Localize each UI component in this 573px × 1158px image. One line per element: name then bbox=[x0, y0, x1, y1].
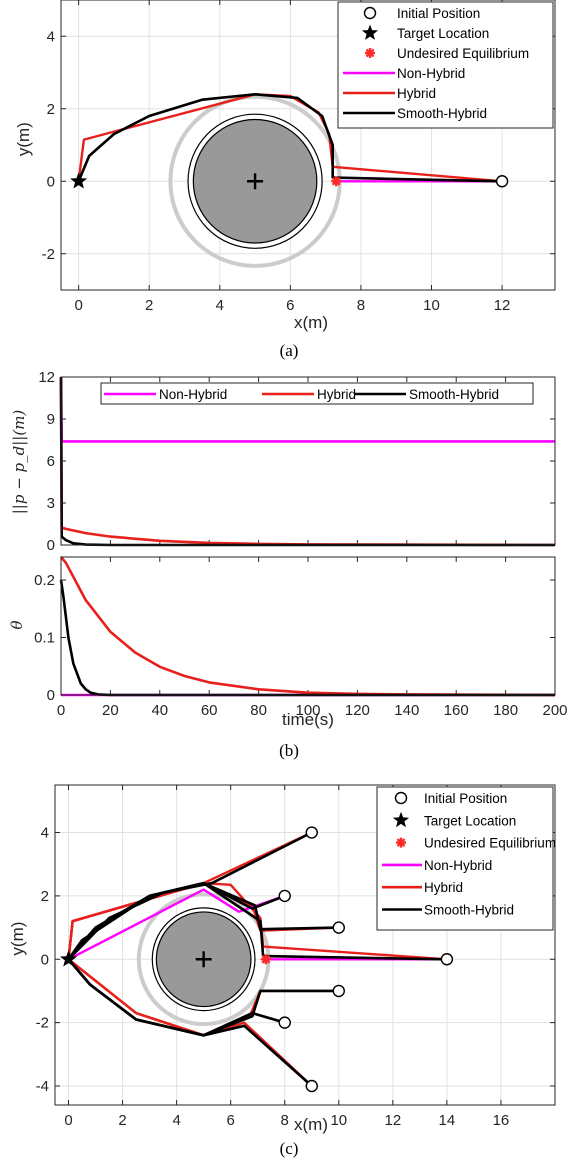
panel-c-initial-position-marker bbox=[306, 827, 317, 838]
panel-a-legend-label: Hybrid bbox=[397, 86, 436, 101]
panel-b-legend-label: Non-Hybrid bbox=[159, 387, 227, 402]
panel-a-legend-initial-marker bbox=[365, 8, 376, 19]
panel-b-legend-label: Hybrid bbox=[317, 387, 356, 402]
panel-c-xtick-label: 0 bbox=[64, 1112, 72, 1129]
panel-b-bottom-xtick-label: 200 bbox=[542, 702, 567, 719]
panel-c-xtick-label: 4 bbox=[172, 1112, 180, 1129]
panel-b-bottom-ytick-label: 0 bbox=[47, 687, 55, 704]
panel-b-bottom-xtick-label: 60 bbox=[201, 702, 218, 719]
panel-a-xtick-label: 0 bbox=[74, 297, 82, 314]
panel-b-bottom-xtick-label: 180 bbox=[493, 702, 518, 719]
panel-c-xtick-label: 8 bbox=[281, 1112, 289, 1129]
caption-a: (a) bbox=[280, 341, 299, 360]
panel-b-legend: Non-Hybrid Hybrid Smooth-Hybrid bbox=[101, 383, 533, 404]
panel-c-legend-label: Undesired Equilibrium bbox=[424, 836, 556, 851]
panel-b-bottom-ytick-label: 0.1 bbox=[34, 630, 55, 647]
panel-a-xtick-label: 8 bbox=[357, 297, 365, 314]
panel-b-top-ylabel: ||p − p_d||(m) bbox=[10, 410, 28, 515]
panel-b-bottom-bg bbox=[61, 557, 555, 695]
panel-c-initial-position-marker bbox=[441, 954, 452, 965]
panel-c-xtick-label: 12 bbox=[384, 1112, 401, 1129]
panel-b-top-ytick-label: 0 bbox=[47, 537, 55, 554]
panel-a-initial-position-marker bbox=[497, 176, 508, 187]
panel-a-xtick-label: 6 bbox=[286, 297, 294, 314]
panel-c-ytick-label: -2 bbox=[36, 1015, 49, 1032]
panel-c-ylabel: y(m) bbox=[8, 922, 27, 956]
panel-b-bottom-xtick-label: 0 bbox=[57, 702, 65, 719]
panel-c-ytick-label: 0 bbox=[41, 951, 49, 968]
panel-a-legend-label: Undesired Equilibrium bbox=[397, 46, 529, 61]
panel-b-bottom-xtick-label: 20 bbox=[102, 702, 119, 719]
panel-a: 0 2 4 6 8 10 12 -2 0 2 4 x(m) y(m) Initial Position Ta… bbox=[14, 0, 555, 332]
panel-c-legend-label: Non-Hybrid bbox=[424, 858, 492, 873]
panel-c-initial-position-marker bbox=[306, 1080, 317, 1091]
panel-c-xtick-label: 2 bbox=[118, 1112, 126, 1129]
panel-a-legend-label: Target Location bbox=[397, 26, 489, 41]
caption-b: (b) bbox=[279, 741, 299, 760]
panel-c-xtick-label: 10 bbox=[330, 1112, 347, 1129]
panel-c-ytick-label: 2 bbox=[41, 888, 49, 905]
panel-b-top: 0 3 6 9 12 ||p − p_d||(m) Non-Hybrid Hybrid Smoo… bbox=[10, 369, 555, 554]
panel-b-legend-label: Smooth-Hybrid bbox=[409, 387, 499, 402]
panel-a-legend-label: Initial Position bbox=[397, 6, 480, 21]
panel-a-xtick-label: 2 bbox=[145, 297, 153, 314]
panel-b-bottom-xtick-label: 80 bbox=[250, 702, 267, 719]
panel-b-bottom-ylabel: θ bbox=[8, 620, 26, 629]
panel-b-top-ytick-label: 3 bbox=[47, 495, 55, 512]
panel-c-legend-label: Target Location bbox=[424, 813, 516, 828]
panel-a-ylabel: y(m) bbox=[14, 122, 33, 156]
panel-a-ytick-label: 0 bbox=[47, 173, 55, 190]
panel-a-ytick-label: -2 bbox=[42, 246, 55, 263]
panel-c-xtick-label: 6 bbox=[227, 1112, 235, 1129]
panel-c-initial-position-marker bbox=[333, 985, 344, 996]
panel-a-legend: Initial Position Target Location Undesired… bbox=[338, 2, 553, 128]
panel-a-xlabel: x(m) bbox=[294, 313, 328, 332]
panel-a-ytick-label: 2 bbox=[47, 101, 55, 118]
panel-c-xtick-label: 14 bbox=[439, 1112, 456, 1129]
panel-c-initial-position-marker bbox=[279, 890, 290, 901]
panel-c: 0 2 4 6 8 10 12 14 16 -4 -2 0 2 4 x(m) y(m) Initial Posi… bbox=[8, 785, 556, 1134]
panel-c-initial-position-marker bbox=[279, 1017, 290, 1028]
panel-b-bottom-xtick-label: 160 bbox=[444, 702, 469, 719]
panel-c-legend-label: Smooth-Hybrid bbox=[424, 903, 514, 918]
panel-b-bottom-ytick-label: 0.2 bbox=[34, 572, 55, 589]
panel-b-bottom-xtick-label: 140 bbox=[394, 702, 419, 719]
panel-a-xtick-label: 4 bbox=[216, 297, 224, 314]
panel-a-ytick-label: 4 bbox=[47, 28, 55, 45]
panel-c-initial-position-marker bbox=[333, 922, 344, 933]
panel-b-xlabel: time(s) bbox=[282, 710, 334, 729]
panel-c-xtick-label: 16 bbox=[493, 1112, 510, 1129]
panel-b-bottom: 0 20 40 60 80 100 120 140 160 180 200 0 0.1 0.2 θ time(… bbox=[8, 557, 568, 729]
panel-a-legend-label: Smooth-Hybrid bbox=[397, 106, 487, 121]
panel-c-legend-initial-marker bbox=[396, 793, 407, 804]
panel-b-bottom-xtick-label: 40 bbox=[151, 702, 168, 719]
panel-b-bottom-xtick-label: 120 bbox=[345, 702, 370, 719]
panel-c-ytick-label: -4 bbox=[36, 1078, 49, 1095]
panel-a-xtick-label: 12 bbox=[494, 297, 511, 314]
panel-a-xtick-label: 10 bbox=[423, 297, 440, 314]
panel-c-xlabel: x(m) bbox=[294, 1115, 328, 1134]
panel-b-top-ytick-label: 12 bbox=[38, 369, 55, 386]
caption-c: (c) bbox=[280, 1139, 299, 1158]
panel-c-legend: Initial Position Target Location Undesired… bbox=[377, 787, 556, 930]
panel-b-top-ytick-label: 6 bbox=[47, 453, 55, 470]
panel-b-top-ytick-label: 9 bbox=[47, 411, 55, 428]
panel-c-legend-label: Hybrid bbox=[424, 880, 463, 895]
panel-a-legend-label: Non-Hybrid bbox=[397, 66, 465, 81]
panel-c-ytick-label: 4 bbox=[41, 825, 49, 842]
panel-c-legend-label: Initial Position bbox=[424, 791, 507, 806]
